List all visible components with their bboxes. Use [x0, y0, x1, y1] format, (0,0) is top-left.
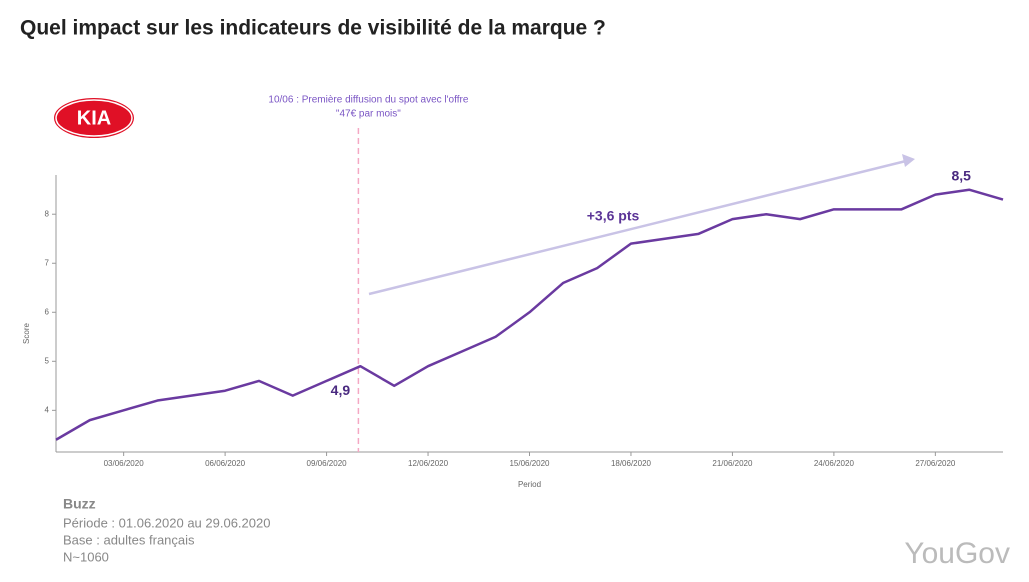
footer-heading: Buzz	[63, 496, 96, 512]
annotation: "47€ par mois"	[336, 109, 401, 120]
y-tick-label: 5	[45, 356, 50, 365]
x-tick-label: 09/06/2020	[307, 459, 348, 468]
y-tick-label: 7	[45, 258, 50, 267]
x-tick-label: 18/06/2020	[611, 459, 652, 468]
footer-line: Base : adultes français	[63, 532, 195, 547]
y-tick-label: 8	[45, 209, 50, 218]
annotation: 10/06 : Première diffusion du spot avec …	[268, 95, 468, 106]
x-tick-label: 12/06/2020	[408, 459, 449, 468]
logo-shape	[52, 96, 136, 140]
footer-line: Période : 01.06.2020 au 29.06.2020	[63, 515, 270, 530]
brand-logo: YouGov	[904, 537, 1010, 570]
trend-arrow	[368, 159, 907, 296]
annotation: +3,6 pts	[587, 208, 640, 224]
series-line	[55, 188, 1004, 441]
x-tick-label: 03/06/2020	[104, 459, 145, 468]
y-tick-label: 6	[45, 307, 50, 316]
x-axis-label: Period	[518, 480, 541, 489]
x-tick-label: 06/06/2020	[205, 459, 246, 468]
chart-title: Quel impact sur les indicateurs de visib…	[20, 17, 606, 40]
x-tick-label: 24/06/2020	[814, 459, 855, 468]
y-tick-label: 4	[45, 405, 50, 414]
arrow-head	[902, 154, 915, 167]
x-tick-label: 21/06/2020	[712, 459, 753, 468]
y-axis-label: Score	[22, 323, 31, 344]
logo-text: KIA	[77, 107, 111, 129]
data-label: 4,9	[331, 382, 351, 398]
x-tick-label: 27/06/2020	[915, 459, 956, 468]
footer-line: N~1060	[63, 549, 109, 564]
logo-ring	[55, 99, 133, 137]
data-label: 8,5	[951, 167, 971, 183]
x-tick-label: 15/06/2020	[509, 459, 550, 468]
